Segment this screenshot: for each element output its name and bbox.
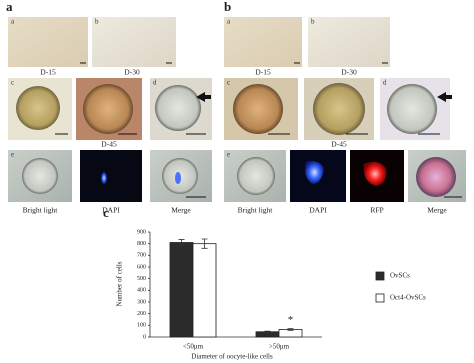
sub-label: c <box>11 79 14 87</box>
stain-label: DAPI <box>102 206 120 215</box>
bar <box>169 242 194 338</box>
sub-label: d <box>383 79 387 87</box>
error-bar <box>201 238 208 249</box>
y-tick-label: 500 <box>137 276 146 282</box>
error-bar <box>287 328 294 331</box>
legend-label: OvSCs <box>390 272 410 280</box>
y-tick-label: 300 <box>137 299 146 305</box>
stain-label: Merge <box>427 206 447 215</box>
y-tick-label: 400 <box>137 288 146 294</box>
sub-label: b <box>311 18 315 26</box>
y-axis-label: Number of cells <box>116 261 124 306</box>
y-tick-label: 700 <box>137 253 146 259</box>
y-tick-label: 100 <box>137 323 146 329</box>
sub-label: a <box>11 18 15 26</box>
panel-label: c <box>103 205 109 220</box>
sub-label: e <box>11 151 14 159</box>
stain-label: DAPI <box>309 206 327 215</box>
sub-label: c <box>227 79 230 87</box>
sub-label: e <box>227 151 230 159</box>
bar <box>192 243 217 338</box>
day-label: D-45 <box>101 140 117 149</box>
day-label: D-30 <box>124 68 140 77</box>
sub-label: a <box>227 18 231 26</box>
bar-chart: 0 100 200 300 400 500 600 700 800 900 <50μm >50μm * O… <box>137 229 426 350</box>
error-bar <box>264 330 271 333</box>
panel-label: b <box>224 0 231 14</box>
day-label: D-15 <box>40 68 56 77</box>
y-tick-label: 600 <box>137 264 146 270</box>
x-tick-label: <50μm <box>183 343 204 351</box>
panel-label: a <box>6 0 13 14</box>
legend-swatch <box>375 271 385 281</box>
y-tick-label: 0 <box>143 334 146 340</box>
error-bar <box>178 239 185 246</box>
x-tick-label: >50μm <box>269 343 290 351</box>
y-tick-label: 900 <box>137 229 146 235</box>
day-label: D-30 <box>341 68 357 77</box>
day-label: D-45 <box>331 140 347 149</box>
x-axis-label: Diameter of oocyte-like cells <box>191 353 273 361</box>
stain-label: Bright light <box>23 206 59 215</box>
stain-label: Bright light <box>238 206 274 215</box>
stain-label: RFP <box>370 206 383 215</box>
legend-label: Oct4-OvSCs <box>390 294 426 302</box>
sub-label: d <box>153 79 157 87</box>
y-tick-label: 800 <box>137 241 146 247</box>
panel-b-images <box>224 17 466 202</box>
stain-label: Merge <box>171 206 191 215</box>
legend-swatch <box>375 293 385 303</box>
panel-a-images <box>8 17 212 202</box>
annotation: * <box>288 314 294 326</box>
day-label: D-15 <box>255 68 271 77</box>
y-tick-label: 200 <box>137 311 146 317</box>
sub-label: b <box>95 18 99 26</box>
